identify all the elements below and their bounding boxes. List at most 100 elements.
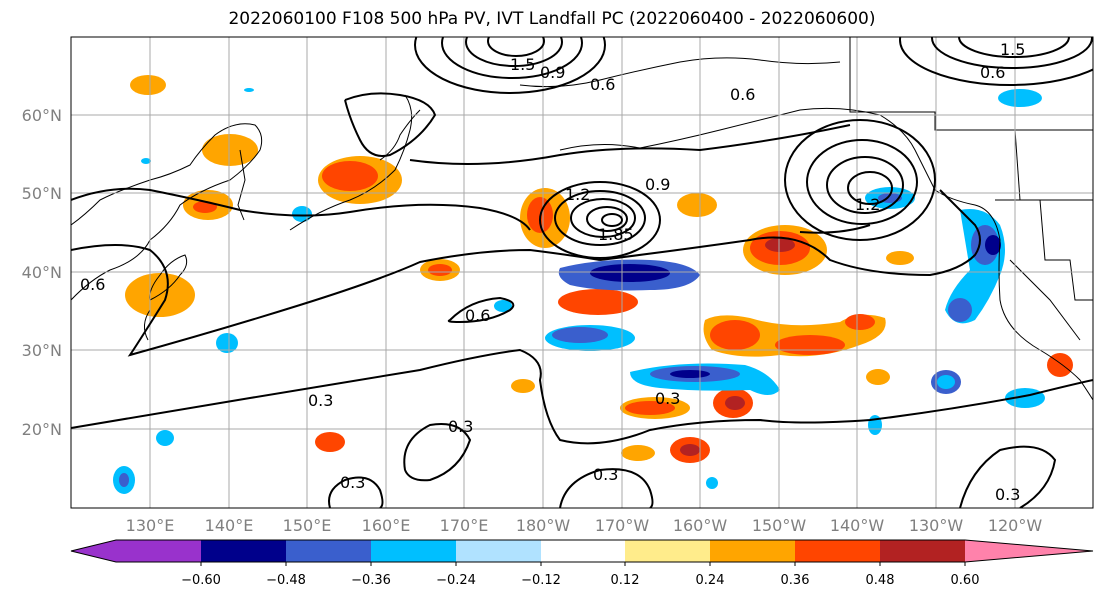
pos-blob — [322, 161, 378, 191]
aleutians-alaska-westcoast — [559, 107, 1093, 401]
lon-label: 140°W — [830, 516, 885, 535]
pos-blob — [625, 401, 675, 415]
asia-coast — [71, 123, 263, 301]
pv-contour-0.3c — [328, 476, 384, 508]
lon-label: 180°W — [516, 516, 571, 535]
longitude-labels: 130°E 140°E 150°E 160°E 170°E 180°W 170°… — [126, 516, 1043, 535]
colorbar-tick-label: −0.36 — [351, 573, 391, 588]
lon-label: 130°E — [126, 516, 175, 535]
colorbar-ticks — [200, 562, 966, 566]
lon-label: 160°E — [362, 516, 411, 535]
colorbar-tick-label: −0.24 — [436, 573, 476, 588]
province-border — [1014, 129, 1021, 201]
pos-blob — [130, 75, 166, 95]
graticule — [71, 37, 1093, 508]
contour-label: 0.6 — [730, 85, 755, 104]
north-ring-4 — [487, 37, 545, 57]
colorbar-tick-label: 0.36 — [781, 573, 810, 588]
colorbar-outline — [70, 539, 1094, 563]
lon-label: 150°W — [752, 516, 807, 535]
lat-label: 20°N — [22, 420, 62, 439]
pos-blob — [845, 314, 875, 330]
colorbar-tick-label: 0.12 — [611, 573, 640, 588]
map-title: 2022060100 F108 500 hPa PV, IVT Landfall… — [228, 9, 876, 29]
pv-contours — [71, 37, 1093, 508]
low-ring-3 — [586, 206, 628, 232]
canada-border — [849, 37, 1093, 131]
pv-contour-ridge — [409, 124, 851, 165]
contour-label: 0.6 — [465, 306, 490, 325]
neg-blob — [670, 370, 710, 378]
lon-label: 120°W — [988, 516, 1043, 535]
low-ring-2 — [570, 198, 636, 238]
contour-label: 0.9 — [645, 175, 670, 194]
neg-blob — [948, 298, 972, 322]
neg-blob — [706, 477, 718, 489]
neg-blob — [119, 473, 129, 487]
pos-blob — [511, 379, 535, 393]
pos-blob — [125, 273, 195, 317]
ne-ring-2 — [931, 37, 1093, 69]
north-ring-1 — [414, 37, 606, 94]
pos-blob — [765, 238, 795, 252]
colorbar-segment — [456, 540, 541, 562]
colorbar-segment — [625, 540, 710, 562]
pos-blob — [202, 134, 258, 166]
lat-label: 50°N — [22, 184, 62, 203]
neg-blob — [244, 88, 254, 92]
neg-blob — [292, 206, 312, 222]
colorbar-segment — [201, 540, 286, 562]
contour-label: 1.5 — [510, 55, 535, 74]
colorbar-tick-label: −0.48 — [266, 573, 306, 588]
colorbar: −0.60 −0.48 −0.36 −0.24 −0.12 0.12 0.24 … — [70, 539, 1094, 588]
pos-blob — [886, 251, 914, 265]
lon-label: 170°E — [440, 516, 489, 535]
lon-label: 150°E — [283, 516, 332, 535]
pv-contour-0.3e — [959, 445, 1057, 508]
contour-label: 0.6 — [80, 275, 105, 294]
lat-label: 40°N — [22, 263, 62, 282]
contour-label: 0.3 — [995, 485, 1020, 504]
neg-blob — [141, 158, 151, 164]
cutoff-ring-1 — [784, 119, 936, 241]
neg-blob — [156, 430, 174, 446]
colorbar-segment — [116, 540, 201, 562]
pv-contour-0.3b — [403, 423, 472, 482]
pos-blob — [677, 193, 717, 217]
neg-blob — [590, 264, 670, 282]
neg-blob — [985, 235, 1001, 255]
contour-label-group: 0.3 0.3 0.3 0.3 0.3 0.3 0.6 0.6 0.6 0.6 … — [80, 40, 1025, 504]
alaska-north — [519, 57, 841, 88]
colorbar-right-extension — [965, 540, 1093, 562]
colorbar-segment — [880, 540, 965, 562]
state-border-2 — [1009, 259, 1081, 341]
pv-contour-trough-b — [799, 224, 871, 234]
pv-contour-0.3 — [71, 348, 1093, 445]
pv-contour-0.6 — [71, 244, 601, 357]
neg-blob — [494, 300, 512, 312]
pos-blob — [621, 445, 655, 461]
contour-label: 1.2 — [855, 195, 880, 214]
pos-blob — [558, 289, 638, 315]
map-frame — [70, 36, 1094, 509]
colorbar-tick-label: 0.48 — [866, 573, 895, 588]
contour-label: 0.3 — [308, 391, 333, 410]
pv-contour-0.6b — [71, 187, 531, 231]
neg-blob — [937, 375, 955, 389]
pos-blob — [725, 396, 745, 410]
colorbar-tick-label: −0.60 — [181, 573, 221, 588]
colorbar-segment — [286, 540, 371, 562]
pos-blob — [775, 335, 845, 355]
contour-label: 0.3 — [340, 473, 365, 492]
coastlines — [71, 37, 1093, 401]
lon-label: 130°W — [909, 516, 964, 535]
japan — [149, 254, 188, 301]
contour-label: 0.6 — [590, 75, 615, 94]
contour-label: 1.2 — [565, 185, 590, 204]
kamchatka-east — [379, 109, 421, 161]
pos-blob — [315, 432, 345, 452]
state-border — [1039, 199, 1093, 301]
contour-label: 1.5 — [1000, 40, 1025, 59]
colorbar-left-extension — [71, 540, 116, 562]
